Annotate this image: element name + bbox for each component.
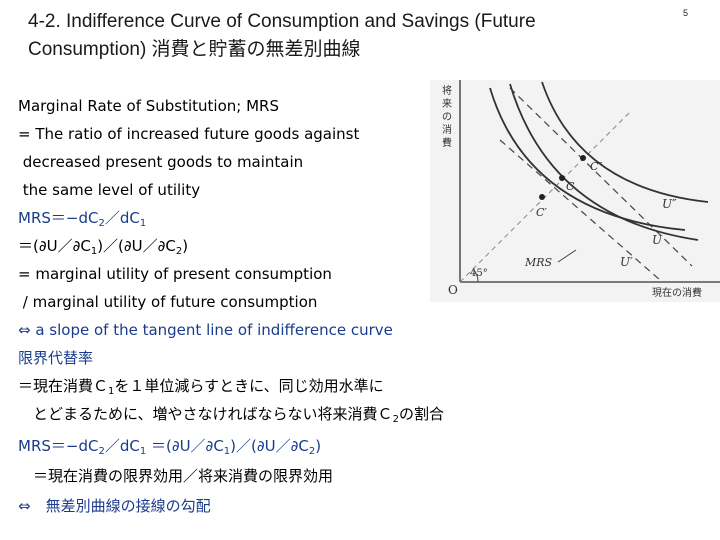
y-axis-label-char: 来 (442, 98, 452, 110)
indifference-curve-graph: 将 来 の 消 費 O 現在の消費 45° MRS C″ C C′ U″ U U… (430, 80, 720, 302)
y-axis-label-char: の (442, 112, 452, 123)
origin-label: O (448, 283, 458, 297)
text-line: とどまるために、増やさなければならない将来消費Ｃ2の割合 (18, 405, 444, 425)
slide-title: 4-2. Indifference Curve of Consumption a… (28, 8, 718, 64)
indifference-curve-u1 (489, 87, 686, 231)
point-c (559, 175, 565, 181)
tangent-line-lower (499, 139, 661, 281)
y-axis-label-char: 将 (442, 85, 452, 97)
angle-label: 45° (470, 268, 488, 279)
y-axis-label-char: 消 (442, 123, 452, 136)
slide-number: 5 (683, 8, 689, 18)
title-line-2: Consumption) 消費と貯蓄の無差別曲線 (28, 39, 361, 60)
curve-u1-label: U′ (620, 255, 633, 269)
curve-u-label: U (652, 233, 663, 247)
curve-u2-label: U″ (662, 197, 677, 211)
point-c1-label: C′ (536, 206, 547, 219)
point-c2 (580, 155, 586, 161)
text-line: ⇔ 無差別曲線の接線の勾配 (18, 497, 211, 515)
mrs-formula: MRS＝−dC2／dC1 (18, 209, 147, 229)
indifference-curve-u2 (541, 81, 709, 203)
text-line: / marginal utility of future consumption (18, 293, 318, 311)
text-line: decreased present goods to maintain (18, 153, 304, 171)
point-c1 (539, 194, 545, 200)
indifference-curve-u (509, 83, 699, 241)
point-c2-label: C″ (590, 160, 603, 173)
text-line: 限界代替率 (18, 349, 94, 367)
text-line: ⇔ a slope of the tangent line of indiffe… (18, 321, 393, 339)
text-line: the same level of utility (18, 181, 201, 199)
angle-arc (472, 268, 479, 283)
text-line: = The ratio of increased future goods ag… (18, 125, 360, 143)
x-axis-label: 現在の消費 (652, 286, 702, 299)
text-line: ＝現在消費Ｃ1を１単位減らすときに、同じ効用水準に (18, 377, 384, 397)
text-line: ＝現在消費の限界効用／将来消費の限界効用 (18, 467, 334, 485)
mrs-label: MRS (524, 256, 553, 269)
y-axis-label-char: 費 (442, 136, 452, 149)
text-line: Marginal Rate of Substitution; MRS (18, 97, 279, 115)
title-line-1: 4-2. Indifference Curve of Consumption a… (28, 11, 536, 32)
point-c-label: C (566, 180, 575, 193)
tangent-line-upper (509, 87, 693, 267)
partial-formula: ＝(∂U／∂C1)／(∂U／∂C2) (18, 237, 189, 257)
mrs-pointer (557, 249, 577, 263)
text-line: = marginal utility of present consumptio… (18, 265, 332, 283)
mrs-formula-jp: MRS＝−dC2／dC1 ＝(∂U／∂C1)／(∂U／∂C2) (18, 437, 322, 457)
